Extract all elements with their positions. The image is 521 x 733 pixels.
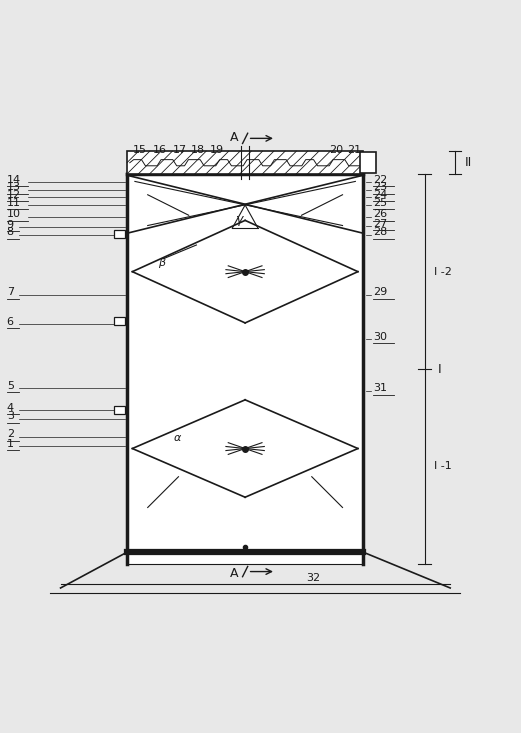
Text: 1: 1 bbox=[7, 438, 14, 449]
Bar bbox=[115, 230, 125, 238]
Bar bbox=[127, 151, 363, 174]
Text: 4: 4 bbox=[7, 402, 14, 413]
Text: A: A bbox=[230, 131, 238, 144]
Text: 13: 13 bbox=[7, 183, 21, 192]
Text: 30: 30 bbox=[373, 332, 387, 342]
Text: 14: 14 bbox=[7, 174, 21, 185]
Text: 7: 7 bbox=[7, 287, 14, 298]
Text: II: II bbox=[465, 156, 472, 169]
Text: 23: 23 bbox=[373, 183, 388, 192]
Text: 6: 6 bbox=[7, 317, 14, 326]
Text: γ: γ bbox=[235, 213, 242, 226]
Text: 17: 17 bbox=[172, 145, 187, 155]
Text: 28: 28 bbox=[373, 227, 388, 237]
Text: 10: 10 bbox=[7, 210, 21, 219]
Bar bbox=[361, 152, 376, 173]
Bar bbox=[127, 174, 363, 564]
Text: 29: 29 bbox=[373, 287, 388, 298]
Text: α: α bbox=[173, 433, 181, 443]
Text: 9: 9 bbox=[7, 220, 14, 229]
Text: 8: 8 bbox=[7, 227, 14, 237]
Text: I: I bbox=[437, 363, 441, 375]
Text: 3: 3 bbox=[7, 411, 14, 421]
Text: 25: 25 bbox=[373, 198, 388, 207]
Text: 22: 22 bbox=[373, 174, 388, 185]
Text: 16: 16 bbox=[153, 145, 167, 155]
Text: 2: 2 bbox=[7, 430, 14, 439]
Text: 21: 21 bbox=[347, 145, 361, 155]
Text: 15: 15 bbox=[133, 145, 147, 155]
Text: 12: 12 bbox=[7, 190, 21, 200]
Text: 26: 26 bbox=[373, 210, 388, 219]
Text: 31: 31 bbox=[373, 383, 387, 393]
Text: 24: 24 bbox=[373, 190, 388, 200]
Bar bbox=[115, 406, 125, 414]
Text: I -2: I -2 bbox=[434, 267, 452, 276]
Bar bbox=[115, 317, 125, 325]
Text: 20: 20 bbox=[329, 145, 343, 155]
Text: β: β bbox=[158, 257, 165, 268]
Text: 32: 32 bbox=[307, 573, 321, 583]
Text: A: A bbox=[230, 567, 238, 580]
Text: 11: 11 bbox=[7, 198, 21, 207]
Text: 19: 19 bbox=[210, 145, 224, 155]
Text: 5: 5 bbox=[7, 380, 14, 391]
Text: 18: 18 bbox=[191, 145, 205, 155]
Text: 27: 27 bbox=[373, 218, 388, 229]
Text: I -1: I -1 bbox=[434, 462, 452, 471]
